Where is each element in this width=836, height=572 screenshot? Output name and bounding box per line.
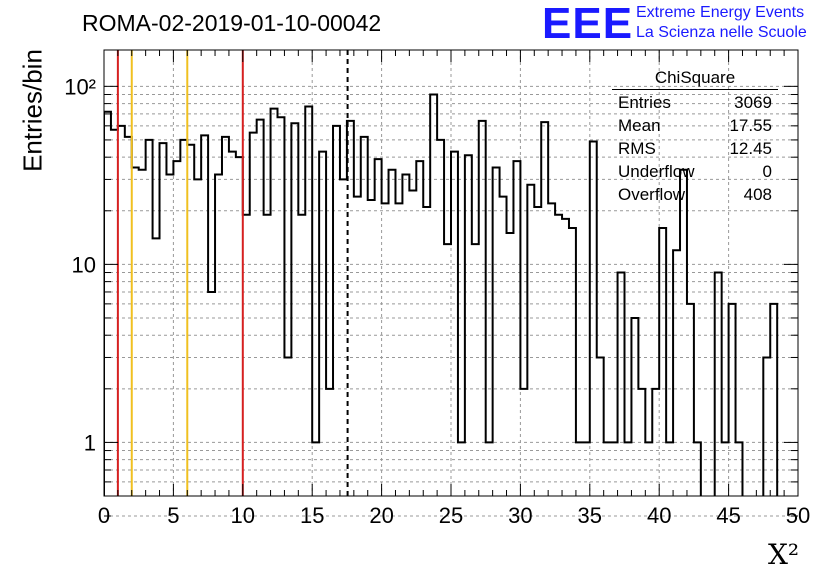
y-tick-label: 10² <box>64 74 96 99</box>
stats-row-rms: RMS 12.45 <box>612 137 778 160</box>
stats-value: 12.45 <box>729 139 772 158</box>
stats-label: RMS <box>618 139 656 158</box>
y-tick-label: 10 <box>72 252 96 277</box>
x-axis-label: X² <box>768 538 800 571</box>
stats-row-entries: Entries 3069 <box>612 91 778 114</box>
stats-value: 0 <box>762 162 772 181</box>
x-tick-label: 45 <box>716 503 740 528</box>
x-tick-label: 15 <box>300 503 324 528</box>
stats-box: ChiSquare Entries 3069 Mean 17.55 RMS 12.45… <box>612 68 778 206</box>
logo-line1: Extreme Energy Events <box>636 4 805 21</box>
stats-value: 408 <box>743 185 772 204</box>
stats-row-mean: Mean 17.55 <box>612 114 778 137</box>
y-axis-label: Entries/bin <box>17 49 48 172</box>
x-tick-label: 5 <box>167 503 179 528</box>
stats-label: Mean <box>618 116 661 135</box>
chart-title: ROMA-02-2019-01-10-00042 <box>82 10 382 36</box>
stats-value: 3069 <box>734 93 772 112</box>
stats-label: Overflow <box>618 185 686 204</box>
stats-label: Underflow <box>618 162 695 181</box>
logo-line2: La Scienza nelle Scuole <box>636 24 807 41</box>
stats-row-underflow: Underflow 0 <box>612 160 778 183</box>
x-tick-label: 30 <box>508 503 532 528</box>
y-tick-label: 1 <box>84 430 96 455</box>
x-tick-label: 25 <box>439 503 463 528</box>
stats-name: ChiSquare <box>612 68 778 90</box>
x-tick-label: 20 <box>369 503 393 528</box>
x-tick-label: 35 <box>578 503 602 528</box>
stats-value: 17.55 <box>729 116 772 135</box>
x-tick-label: 40 <box>647 503 671 528</box>
x-tick-label: 10 <box>231 503 255 528</box>
eee-logo: EEE <box>542 0 634 48</box>
stats-label: Entries <box>618 93 671 112</box>
stats-row-overflow: Overflow 408 <box>612 183 778 206</box>
histogram-series <box>104 93 779 496</box>
